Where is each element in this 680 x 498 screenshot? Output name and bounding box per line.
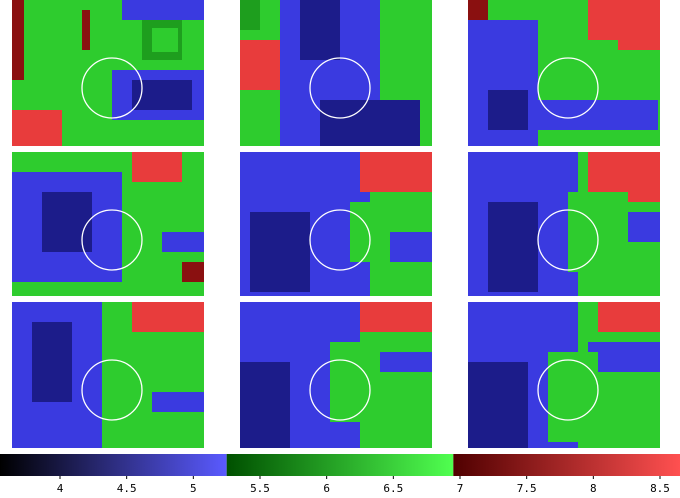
map-region	[390, 20, 432, 100]
map-panel	[12, 302, 204, 448]
tick-label: 7	[457, 482, 464, 495]
map-panel	[240, 302, 432, 448]
map-region	[152, 28, 178, 52]
map-region	[548, 352, 598, 442]
map-panel	[468, 0, 660, 146]
map-region	[42, 192, 92, 252]
map-panel	[240, 152, 432, 296]
map-region	[488, 202, 538, 292]
aperture-circle	[537, 359, 599, 421]
map-panel	[12, 0, 204, 146]
map-region	[568, 192, 628, 272]
map-region	[598, 302, 660, 332]
tick-label: 8	[590, 482, 597, 495]
map-region	[122, 0, 204, 20]
map-region	[240, 0, 260, 30]
map-region	[628, 212, 660, 242]
aperture-circle	[537, 57, 599, 119]
tick-label: 6.5	[383, 482, 403, 495]
map-region	[488, 90, 528, 130]
tick-label: 4.5	[117, 482, 137, 495]
map-region	[390, 232, 432, 262]
map-panel	[240, 0, 432, 146]
map-region	[152, 392, 204, 412]
panels	[12, 0, 660, 448]
tick-label: 4	[57, 482, 64, 495]
aperture-circle	[81, 57, 143, 119]
map-region	[240, 40, 280, 90]
tick-label: 5	[190, 482, 197, 495]
map-region	[250, 212, 310, 292]
map-panel	[12, 152, 204, 296]
map-region	[468, 0, 488, 20]
map-region	[162, 232, 204, 252]
colorbar: 4 4.5 5 5.5 6 6.5 7 7.5 8 8.5	[0, 454, 680, 495]
map-region	[12, 110, 62, 146]
map-region	[300, 0, 340, 60]
tick-label: 7.5	[517, 482, 537, 495]
map-region	[182, 262, 204, 282]
map-region	[468, 362, 528, 448]
map-region	[558, 40, 618, 80]
colorbar-segment	[453, 454, 680, 476]
tick-label: 6	[323, 482, 330, 495]
map-panel	[468, 302, 660, 448]
map-region	[370, 352, 432, 372]
aperture-circle	[309, 359, 371, 421]
aperture-circle	[537, 209, 599, 271]
map-region	[588, 342, 660, 372]
map-region	[320, 100, 420, 146]
aperture-circle	[309, 209, 371, 271]
tick-label: 8.5	[650, 482, 670, 495]
map-region	[12, 0, 24, 80]
map-region	[82, 10, 90, 50]
map-region	[330, 342, 380, 422]
tick-label: 5.5	[250, 482, 270, 495]
map-region	[132, 152, 182, 182]
map-region	[132, 302, 204, 332]
map-region	[360, 302, 432, 332]
colorbar-segment	[226, 454, 454, 476]
aperture-circle	[309, 57, 371, 119]
map-region	[360, 152, 432, 192]
map-region	[32, 322, 72, 402]
colorbar-segment	[0, 454, 227, 476]
map-region	[240, 362, 290, 448]
map-panel	[468, 152, 660, 296]
aperture-circle	[81, 209, 143, 271]
aperture-circle	[81, 359, 143, 421]
